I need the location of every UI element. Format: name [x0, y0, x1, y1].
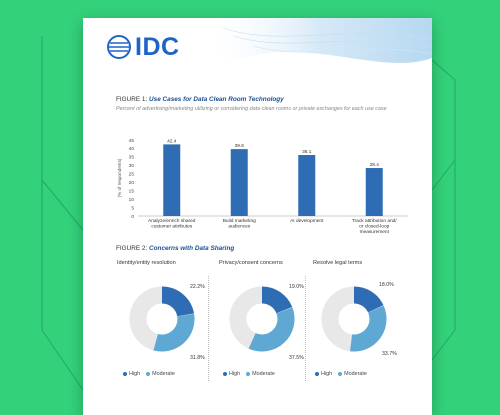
legend-moderate-swatch	[338, 372, 343, 376]
donut-segment-moderate	[153, 313, 195, 352]
legend-high-label: High	[321, 371, 333, 377]
y-tick-label: 40	[129, 146, 135, 152]
bar-value-label: 42.4	[167, 138, 177, 144]
report-page: IDC FIGURE 1: Use Cases for Data Clean R…	[83, 18, 432, 415]
identity-donut-chart: 22.2% 31.8%	[129, 284, 205, 361]
donut-legend: High Moderate	[315, 371, 367, 377]
legend-moderate: Moderate	[338, 371, 367, 377]
x-tick-label: customer attributes	[151, 224, 192, 230]
donut-panel-legal: Resolve legal terms 18.0% 33.7% High Mode…	[301, 258, 406, 388]
legend-high-swatch	[315, 372, 319, 376]
y-tick-label: 10	[129, 197, 135, 203]
donut-segment-high	[353, 286, 384, 313]
bar-value-label: 28.4	[370, 162, 380, 168]
donut-legend: High Moderate	[123, 371, 175, 377]
y-tick-label: 30	[129, 163, 135, 169]
figure2-heading: Concerns with Data Sharing	[149, 245, 235, 252]
x-tick-label: Track attribution and/	[352, 218, 398, 224]
donut-title: Resolve legal terms	[313, 260, 363, 266]
figure1-label: FIGURE 1:	[116, 96, 148, 103]
globe-icon	[107, 35, 131, 59]
y-tick-label: 0	[131, 214, 134, 220]
figure1-title: FIGURE 1: Use Cases for Data Clean Room …	[116, 96, 284, 103]
legend-high: High	[223, 371, 240, 377]
donut-value-label: 31.8%	[190, 355, 205, 361]
legend-high-swatch	[223, 372, 227, 376]
x-tick-label: Analyze/enrich shared	[148, 218, 196, 224]
y-tick-label: 20	[129, 180, 135, 186]
legend-moderate-swatch	[146, 372, 151, 376]
legend-moderate: Moderate	[146, 371, 175, 377]
legend-moderate-label: Moderate	[344, 371, 367, 377]
y-tick-label: 45	[129, 138, 135, 144]
donut-segment-high	[261, 286, 293, 314]
use-cases-bar-chart: 0 5 10 15 20 25 30 35 40 45 (% of respondents) 42.4…	[117, 138, 408, 235]
figure1-subtitle: Percent of advertising/marketing utilizi…	[116, 106, 387, 112]
legend-high: High	[123, 371, 140, 377]
figure2-title: FIGURE 2: Concerns with Data Sharing	[116, 245, 234, 252]
y-tick-label: 25	[129, 172, 135, 178]
bar	[298, 155, 316, 216]
x-tick-label: measurement	[360, 229, 390, 235]
bar-value-label: 39.6	[235, 143, 245, 149]
legend-high-swatch	[123, 372, 127, 376]
donut-panel-privacy: Privacy/consent concerns 19.0% 37.5% High…	[209, 258, 314, 388]
donut-title: Identity/entity resolution	[117, 260, 176, 266]
x-tick-label: Build marketing	[223, 218, 256, 224]
x-tick-label: AI development	[290, 218, 324, 224]
legal-donut-chart: 18.0% 33.7%	[321, 282, 397, 357]
panel-divider	[305, 276, 306, 381]
donut-legend: High Moderate	[223, 371, 275, 377]
donut-value-label: 37.5%	[289, 355, 304, 361]
donut-segment-moderate	[350, 305, 387, 352]
bar	[365, 168, 383, 216]
donut-value-label: 22.2%	[190, 284, 205, 290]
donut-segment-high	[161, 286, 194, 317]
bar	[163, 144, 181, 216]
legend-high-label: High	[229, 371, 241, 377]
donut-value-label: 19.0%	[289, 284, 304, 290]
figure1-heading: Use Cases for Data Clean Room Technology	[149, 96, 284, 103]
y-axis-label: (% of respondents)	[117, 158, 122, 197]
y-tick-label: 35	[129, 155, 135, 161]
header-wave-graphic	[203, 18, 432, 63]
legend-moderate-label: Moderate	[252, 371, 275, 377]
bar	[230, 149, 248, 216]
legend-moderate-label: Moderate	[152, 371, 175, 377]
bar-value-label: 36.1	[302, 149, 312, 155]
donut-segment-moderate	[248, 307, 295, 352]
privacy-donut-chart: 19.0% 37.5%	[229, 284, 304, 361]
donut-value-label: 33.7%	[382, 351, 397, 357]
y-tick-label: 15	[129, 188, 135, 194]
x-tick-label: or closed-loop	[359, 224, 389, 230]
legend-high: High	[315, 371, 332, 377]
donut-panel-identity: Identity/entity resolution 22.2% 31.8% Hi…	[109, 258, 214, 388]
donut-value-label: 18.0%	[379, 282, 394, 288]
panel-divider	[208, 276, 209, 381]
figure2-label: FIGURE 2:	[116, 245, 148, 252]
legend-high-label: High	[129, 371, 141, 377]
idc-logo: IDC	[106, 34, 180, 60]
y-tick-label: 5	[131, 205, 134, 211]
legend-moderate-swatch	[246, 372, 251, 376]
logo-text: IDC	[135, 32, 180, 61]
x-tick-label: audiences	[228, 224, 250, 230]
legend-moderate: Moderate	[246, 371, 275, 377]
donut-title: Privacy/consent concerns	[219, 260, 283, 266]
